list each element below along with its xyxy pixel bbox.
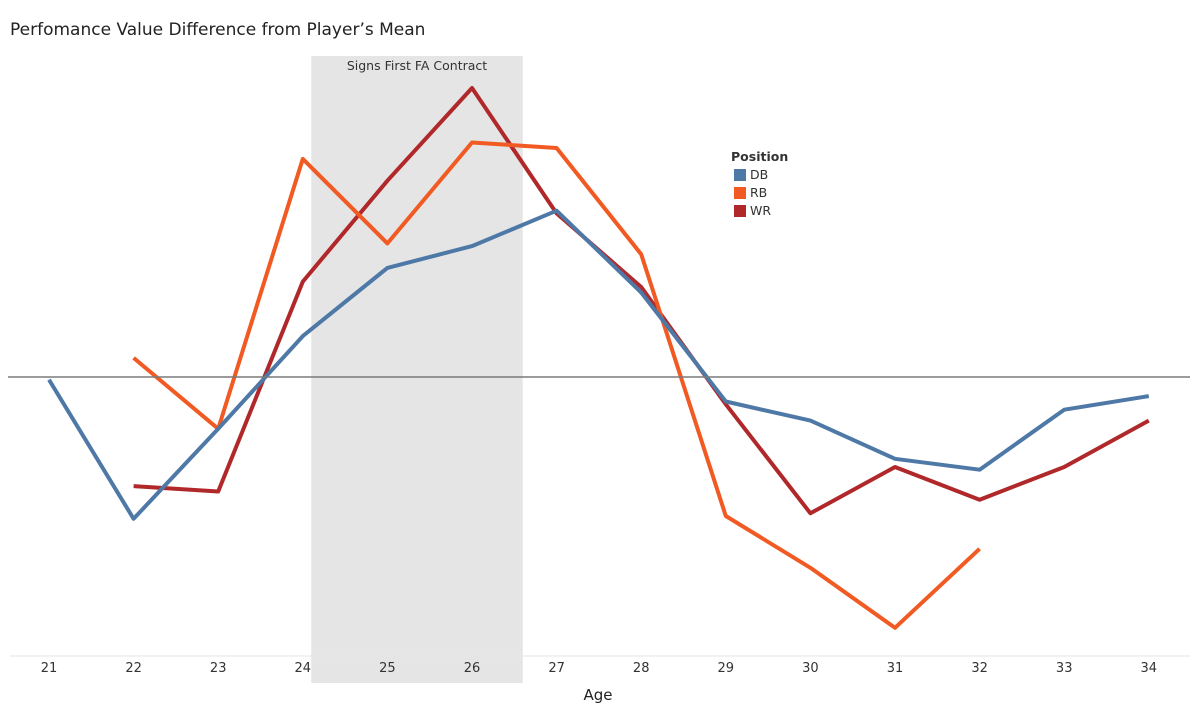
x-tick-label: 24 xyxy=(295,661,312,676)
legend-swatch-wr xyxy=(734,205,746,217)
x-tick-label: 33 xyxy=(1056,661,1073,676)
shaded-band-label: Signs First FA Contract xyxy=(347,58,487,73)
x-tick-label: 32 xyxy=(971,661,988,676)
series-line-db[interactable] xyxy=(47,208,1150,521)
x-tick-label: 34 xyxy=(1141,661,1158,676)
x-tick-label: 29 xyxy=(718,661,735,676)
legend[interactable]: Position DB RB WR xyxy=(731,149,788,218)
x-tick-label: 28 xyxy=(633,661,650,676)
x-tick-label: 31 xyxy=(887,661,904,676)
chart-title: Perfomance Value Difference from Player’… xyxy=(10,20,426,40)
legend-label-wr: WR xyxy=(750,203,771,218)
series-lines xyxy=(47,86,1150,630)
x-tick-label: 21 xyxy=(41,661,58,676)
series-line-rb[interactable] xyxy=(132,140,981,630)
x-axis-ticks: 21 22 23 24 25 26 27 28 29 30 31 32 33 34 xyxy=(41,661,1157,676)
x-tick-label: 30 xyxy=(802,661,819,676)
legend-label-rb: RB xyxy=(750,185,767,200)
series-line-wr[interactable] xyxy=(133,86,1150,516)
shaded-band xyxy=(311,56,523,683)
legend-swatch-db xyxy=(734,169,746,181)
x-tick-label: 23 xyxy=(210,661,227,676)
x-tick-label: 27 xyxy=(548,661,565,676)
x-tick-label: 25 xyxy=(379,661,396,676)
legend-swatch-rb xyxy=(734,187,746,199)
x-tick-label: 22 xyxy=(125,661,142,676)
x-axis-title: Age xyxy=(583,686,612,704)
legend-title: Position xyxy=(731,149,788,164)
x-tick-label: 26 xyxy=(464,661,481,676)
legend-label-db: DB xyxy=(750,167,768,182)
